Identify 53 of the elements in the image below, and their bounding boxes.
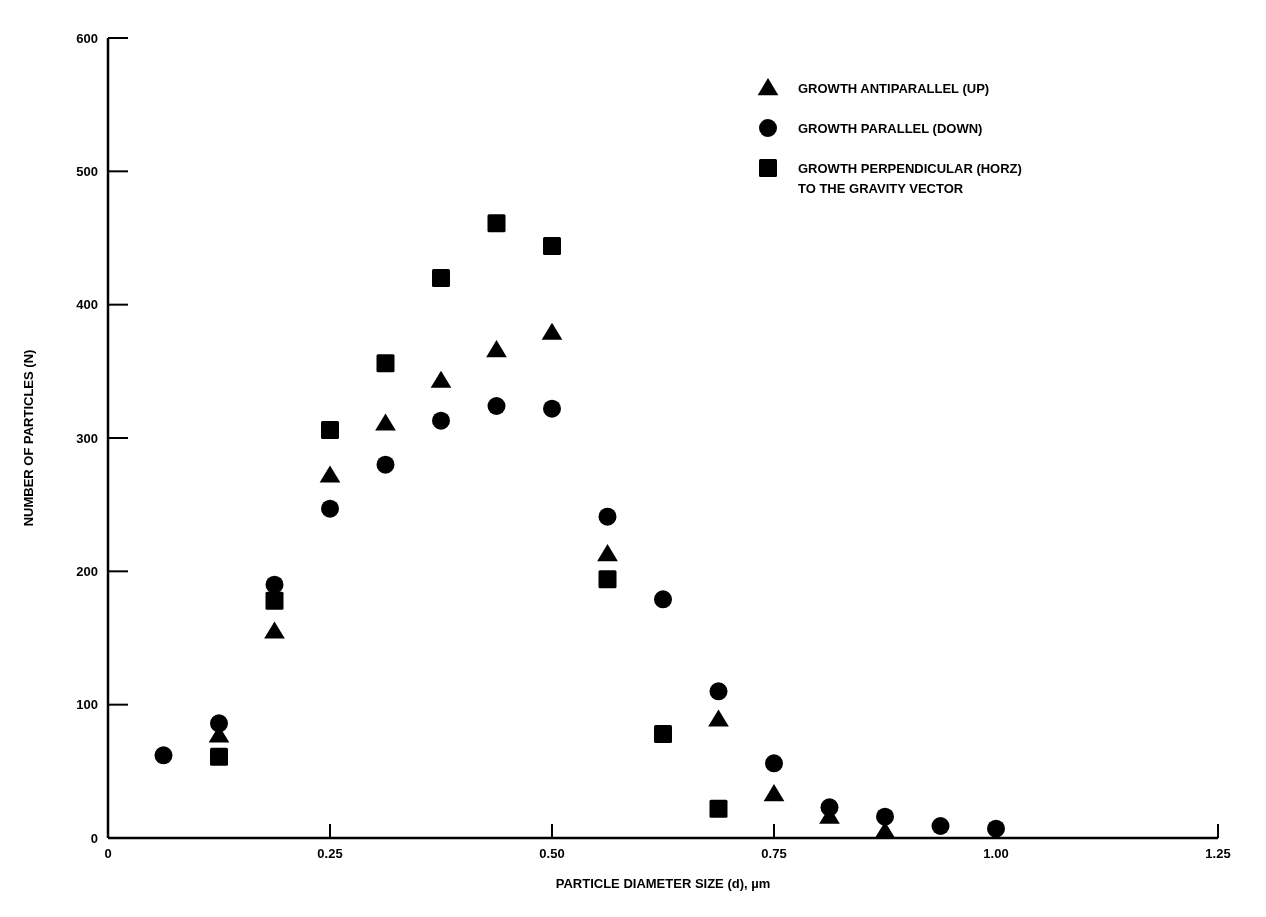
legend-label: GROWTH PARALLEL (DOWN)	[798, 120, 983, 136]
legend-label: GROWTH ANTIPARALLEL (UP)	[798, 80, 990, 96]
point	[319, 465, 341, 483]
point	[541, 322, 563, 340]
point	[709, 799, 728, 818]
point	[430, 370, 452, 388]
y-tick-label: 500	[76, 163, 98, 179]
point	[265, 575, 284, 594]
point	[597, 544, 618, 562]
point	[654, 725, 672, 743]
point	[654, 590, 672, 609]
point	[543, 399, 561, 418]
y-tick-label: 300	[76, 430, 98, 446]
x-tick-label: 1.25	[1205, 846, 1231, 861]
point	[432, 411, 450, 430]
point	[210, 747, 228, 766]
y-tick-label: 200	[76, 563, 98, 579]
point	[321, 499, 339, 518]
x-tick-label: 0.75	[761, 846, 787, 861]
point	[543, 237, 561, 255]
point	[598, 507, 617, 526]
point	[708, 709, 729, 727]
point	[709, 682, 728, 701]
point	[487, 214, 506, 233]
point	[763, 784, 785, 802]
y-tick-label: 600	[76, 30, 98, 46]
x-tick-label: 1.00	[983, 846, 1009, 861]
x-tick-label: 0.25	[317, 846, 343, 861]
point	[820, 798, 839, 817]
point	[154, 746, 173, 765]
point	[487, 397, 506, 415]
point	[876, 807, 894, 826]
y-tick-label: 400	[76, 297, 98, 313]
point	[432, 269, 450, 287]
point	[598, 570, 617, 589]
point	[210, 714, 228, 733]
x-axis-title: PARTICLE DIAMETER SIZE (d), µm	[555, 876, 771, 891]
legend-label: GROWTH PERPENDICULAR (HORZ) TO THE GRAVITY VECTOR	[798, 160, 1022, 196]
point	[321, 421, 339, 439]
y-tick-label: 100	[76, 697, 98, 713]
point	[376, 455, 395, 474]
y-tick-label: 0	[90, 830, 98, 846]
point	[264, 621, 285, 639]
point	[931, 817, 950, 835]
point	[765, 754, 783, 773]
x-tick-label: 0	[104, 846, 112, 861]
point	[376, 354, 395, 373]
x-tick-label: 0.50	[539, 846, 565, 861]
point	[486, 340, 507, 358]
y-axis-title: NUMBER OF PARTICLES (N)	[21, 349, 36, 527]
point	[987, 819, 1005, 838]
point	[265, 591, 284, 610]
point	[375, 413, 396, 431]
